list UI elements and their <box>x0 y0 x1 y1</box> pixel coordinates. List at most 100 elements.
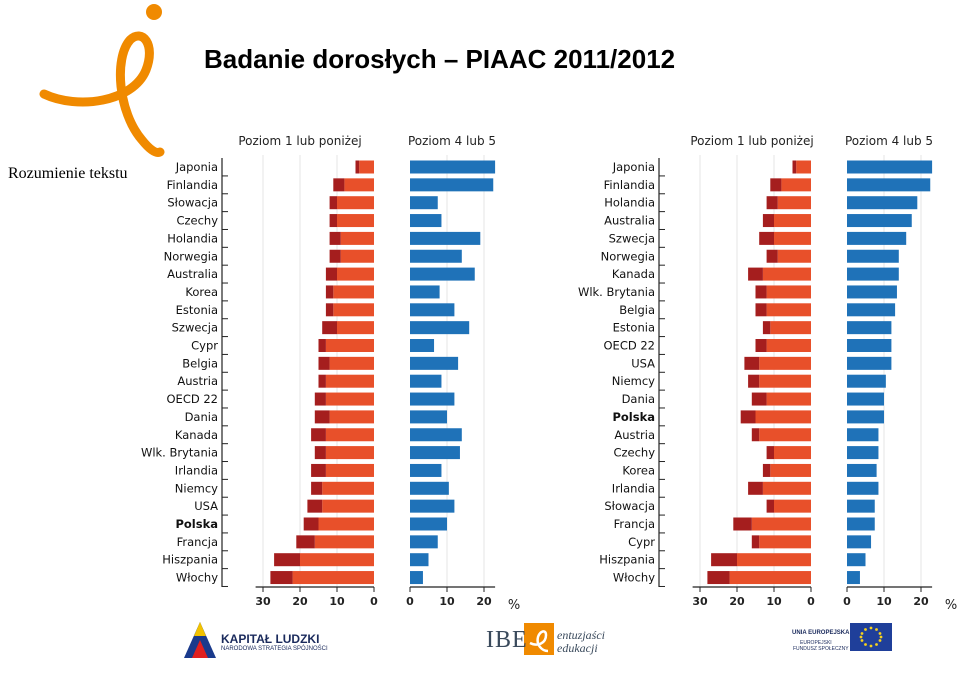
bar-level-1 <box>337 196 374 210</box>
bar-level-1 <box>781 178 811 192</box>
bar-level-4-5 <box>410 196 438 210</box>
bar-level-4-5 <box>847 535 872 549</box>
category-label: Włochy <box>613 571 655 585</box>
bar-level-4-5 <box>847 463 877 477</box>
category-label: Włochy <box>176 571 218 585</box>
category-label: Cypr <box>628 535 655 549</box>
bar-level-4-5 <box>410 535 438 549</box>
bar-below-level-1 <box>329 214 337 228</box>
ibe-subtext-1: entuzjaści <box>557 628 605 642</box>
bar-level-4-5 <box>410 446 460 460</box>
bar-level-1 <box>751 517 811 531</box>
category-label: Czechy <box>613 446 655 460</box>
category-label: Słowacja <box>167 196 218 210</box>
bar-below-level-1 <box>311 428 326 442</box>
bar-level-4-5 <box>847 303 896 317</box>
category-label: Słowacja <box>604 499 655 513</box>
eu-subtext-2: FUNDUSZ SPOŁECZNY <box>793 646 849 652</box>
bar-level-1 <box>333 285 374 299</box>
orange-e-logo-icon <box>39 4 165 157</box>
bar-level-4-5 <box>410 392 455 406</box>
category-label: Dania <box>185 410 218 424</box>
category-label: Niemcy <box>175 481 218 495</box>
bar-below-level-1 <box>333 178 345 192</box>
eu-subtext-1: EUROPEJSKI <box>800 640 832 646</box>
bar-level-4-5 <box>410 285 440 299</box>
category-label: Australia <box>604 214 655 228</box>
category-label: Japonia <box>175 160 218 174</box>
category-label: Australia <box>167 267 218 281</box>
x-tick-label: 30 <box>255 595 271 608</box>
bar-below-level-1 <box>311 481 323 495</box>
bar-level-1 <box>737 553 811 567</box>
bar-below-level-1 <box>296 535 315 549</box>
bar-level-4-5 <box>410 356 459 370</box>
bar-below-level-1 <box>755 339 767 352</box>
bar-below-level-1 <box>751 535 760 549</box>
bar-below-level-1 <box>766 446 774 460</box>
bar-level-4-5 <box>847 321 892 335</box>
category-label: Szwecja <box>609 231 655 245</box>
x-tick-label: 0 <box>807 595 815 608</box>
bar-below-level-1 <box>748 374 760 388</box>
category-label: Wlk. Brytania <box>578 285 655 299</box>
unit-label: % <box>945 598 957 613</box>
bar-level-4-5 <box>847 231 907 245</box>
eu-text: UNIA EUROPEJSKA <box>792 630 850 636</box>
bar-level-1 <box>329 410 374 424</box>
ibe-logo-icon <box>524 623 554 655</box>
x-tick-label: 10 <box>439 595 455 608</box>
bar-level-1 <box>766 285 811 299</box>
x-tick-label: 20 <box>476 595 492 608</box>
section-label: Rozumienie tekstu <box>8 165 128 182</box>
bar-level-4-5 <box>847 374 886 388</box>
x-tick-label: 10 <box>766 595 782 608</box>
kapital-ludzki-logo-icon <box>184 622 216 658</box>
bar-below-level-1 <box>792 160 797 174</box>
bar-level-4-5 <box>847 249 899 263</box>
bar-level-1 <box>766 392 811 406</box>
category-label: Czechy <box>176 214 218 228</box>
category-label: Norwegia <box>164 249 218 263</box>
bar-below-level-1 <box>707 571 730 585</box>
category-label: Irlandia <box>175 463 218 477</box>
bar-below-level-1 <box>748 481 763 495</box>
category-label: Francja <box>614 517 655 531</box>
bar-below-level-1 <box>318 339 326 352</box>
bar-level-1 <box>325 428 374 442</box>
kapital-ludzki-subtext: NARODOWA STRATEGIA SPÓJNOŚCI <box>221 646 328 652</box>
chart-1-left-header: Poziom 1 lub poniżej <box>238 134 361 148</box>
bar-below-level-1 <box>325 267 337 281</box>
bar-level-1 <box>796 160 811 174</box>
bar-below-level-1 <box>755 285 767 299</box>
category-label: Japonia <box>612 160 655 174</box>
category-label: Austria <box>614 428 655 442</box>
bar-below-level-1 <box>314 392 326 406</box>
category-label: Cypr <box>191 339 218 353</box>
bar-below-level-1 <box>329 249 341 263</box>
bar-below-level-1 <box>318 356 330 370</box>
bar-level-4-5 <box>410 374 442 388</box>
category-label: Holandia <box>167 231 218 245</box>
unit-label: % <box>508 598 520 613</box>
kapital-ludzki-text: KAPITAŁ LUDZKI <box>221 632 320 646</box>
bar-level-1 <box>759 356 811 370</box>
bar-level-1 <box>759 428 811 442</box>
category-label: Niemcy <box>612 374 655 388</box>
bar-level-1 <box>759 535 811 549</box>
bar-level-1 <box>766 303 811 317</box>
x-tick-label: 20 <box>913 595 929 608</box>
bar-level-4-5 <box>847 499 875 513</box>
bar-level-4-5 <box>847 196 918 210</box>
bar-level-1 <box>329 356 374 370</box>
bar-below-level-1 <box>751 428 760 442</box>
bar-level-1 <box>729 571 811 585</box>
bar-level-1 <box>325 374 374 388</box>
bar-below-level-1 <box>329 196 337 210</box>
bar-level-4-5 <box>847 267 899 281</box>
x-tick-label: 20 <box>729 595 745 608</box>
bar-level-1 <box>300 553 374 567</box>
bar-level-4-5 <box>847 428 879 442</box>
bar-below-level-1 <box>751 392 767 406</box>
bar-level-1 <box>292 571 374 585</box>
